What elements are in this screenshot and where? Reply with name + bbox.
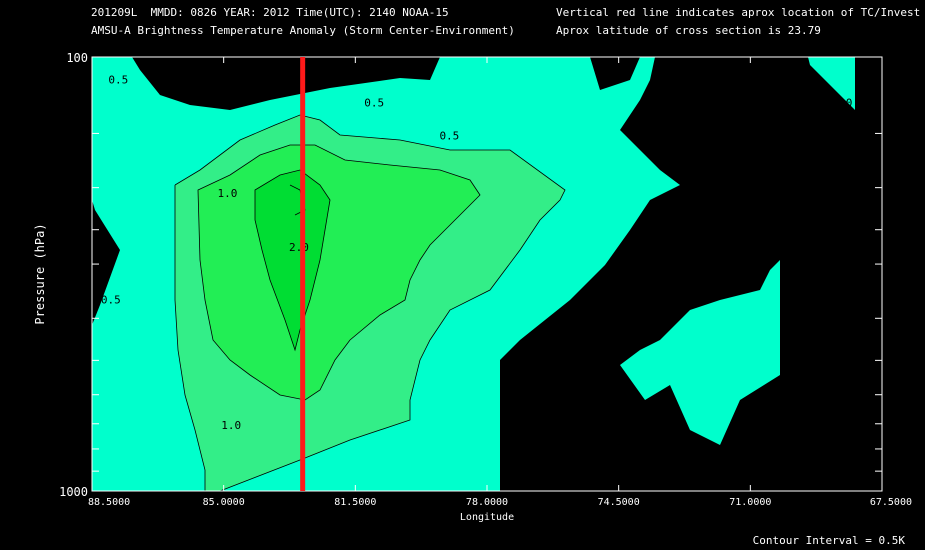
x-axis: 88.5000 85.0000 81.5000 78.0000 74.5000 71.00… [88, 57, 912, 508]
contour-interval: Contour Interval = 0.5K [753, 534, 906, 547]
contour-label: 0.5 [846, 96, 866, 109]
x-axis-label: Longitude [460, 512, 514, 523]
x-tick-label: 67.5000 [870, 497, 912, 508]
x-tick-label: 74.5000 [598, 497, 640, 508]
y-axis: 1000 100 [59, 51, 882, 499]
contour-line-2-0 [254, 169, 331, 352]
contour-line-1-0-left [174, 185, 206, 491]
x-tick-label: 88.5000 [88, 497, 130, 508]
contour-line-1-0 [174, 114, 566, 491]
contour-label: 2.0 [289, 241, 309, 254]
contour-fill-2-0 [255, 170, 330, 350]
header-line1-right: Vertical red line indicates aprox locati… [556, 6, 921, 19]
contour-label: 0.5 [522, 347, 542, 360]
y-tick-label: 100 [66, 51, 88, 65]
contour-label: 0.5 [439, 130, 459, 143]
contour-lines [174, 114, 566, 491]
contour-line-1-5 [197, 144, 481, 401]
x-tick-label: 71.0000 [729, 497, 771, 508]
contour-label: 0.5 [101, 294, 121, 307]
contour-label: 0.5 [364, 96, 384, 109]
contour-label: 1.0 [217, 187, 237, 200]
header-line2-right: Aprox latitude of cross section is 23.79 [556, 24, 821, 37]
x-tick-label: 78.0000 [466, 497, 508, 508]
y-tick-label: 1000 [59, 485, 88, 499]
contour-label: 0.5 [108, 73, 128, 86]
header-line2-left: AMSU-A Brightness Temperature Anomaly (S… [91, 24, 515, 37]
contour-label: 1.0 [221, 419, 241, 432]
y-axis-label: Pressure (hPa) [33, 223, 47, 324]
header-line1-left: 201209L MMDD: 0826 YEAR: 2012 Time(UTC):… [91, 6, 449, 19]
contour-fill-0-5-upper-right [808, 57, 855, 110]
contour-labels: 0.5 0.5 1.0 1.0 0.5 2.0 0.5 0.5 0.5 [101, 73, 866, 432]
contour-fill-0-5-right-blob [620, 260, 780, 445]
x-tick-label: 85.0000 [203, 497, 245, 508]
contour-fills [92, 57, 855, 491]
x-tick-label: 81.5000 [334, 497, 376, 508]
